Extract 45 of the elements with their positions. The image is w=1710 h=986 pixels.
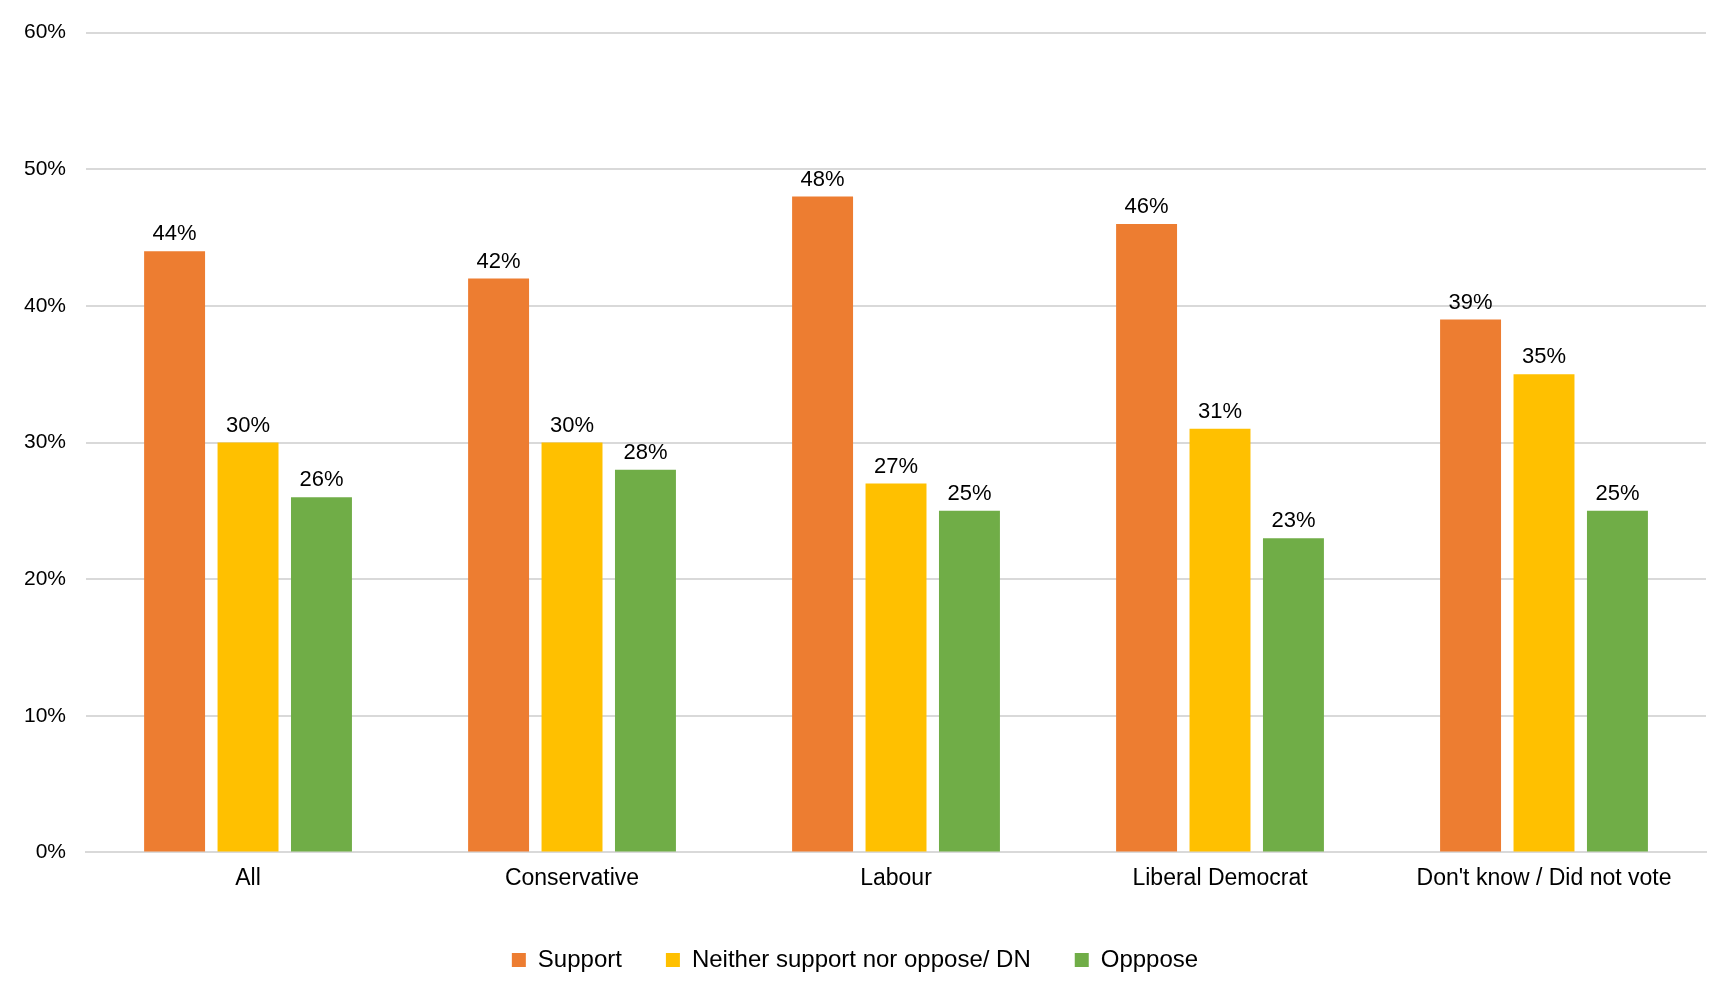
bar <box>468 278 530 852</box>
bar <box>1513 374 1575 852</box>
bar <box>541 442 603 852</box>
y-tick-label: 0% <box>35 839 67 863</box>
legend-label: Opppose <box>1100 944 1199 972</box>
data-label: 44% <box>152 220 197 246</box>
y-tick-label: 60% <box>24 19 67 43</box>
bar <box>1116 223 1178 852</box>
data-label: 35% <box>1521 343 1567 369</box>
y-tick-label: 20% <box>24 565 67 589</box>
x-tick-label: Labour <box>860 863 933 890</box>
data-label: 39% <box>1448 288 1493 314</box>
bar <box>217 442 279 852</box>
bar <box>1189 428 1251 852</box>
y-tick-label: 40% <box>24 292 67 316</box>
x-tick-label: Conservative <box>504 863 640 890</box>
y-tick-label: 30% <box>24 429 67 453</box>
data-label: 30% <box>226 411 271 437</box>
data-label: 28% <box>623 438 668 464</box>
x-tick-label: All <box>235 863 261 890</box>
data-label: 27% <box>873 452 919 478</box>
data-label: 25% <box>947 479 992 505</box>
data-label: 30% <box>550 411 595 437</box>
bar <box>614 469 676 852</box>
legend-label: Neither support nor oppose/ DN <box>691 944 1031 972</box>
data-label: 23% <box>1271 507 1316 533</box>
y-tick-label: 50% <box>24 156 67 180</box>
data-label: 46% <box>1124 192 1169 218</box>
bar <box>938 510 1000 852</box>
bar <box>865 483 927 852</box>
legend-label: Support <box>537 944 623 972</box>
y-tick-label: 10% <box>24 702 67 726</box>
data-label: 48% <box>800 165 845 191</box>
data-label: 25% <box>1595 479 1640 505</box>
x-tick-label: Liberal Democrat <box>1132 863 1309 890</box>
bar <box>1586 510 1648 852</box>
bar <box>1440 319 1502 852</box>
bar <box>144 251 206 852</box>
bar <box>290 497 352 852</box>
x-tick-label: Don't know / Did not vote <box>1416 863 1672 890</box>
bar <box>792 196 854 852</box>
data-label: 42% <box>476 247 521 273</box>
data-label: 31% <box>1197 397 1243 423</box>
data-label: 26% <box>299 466 344 492</box>
bar <box>1262 538 1324 852</box>
